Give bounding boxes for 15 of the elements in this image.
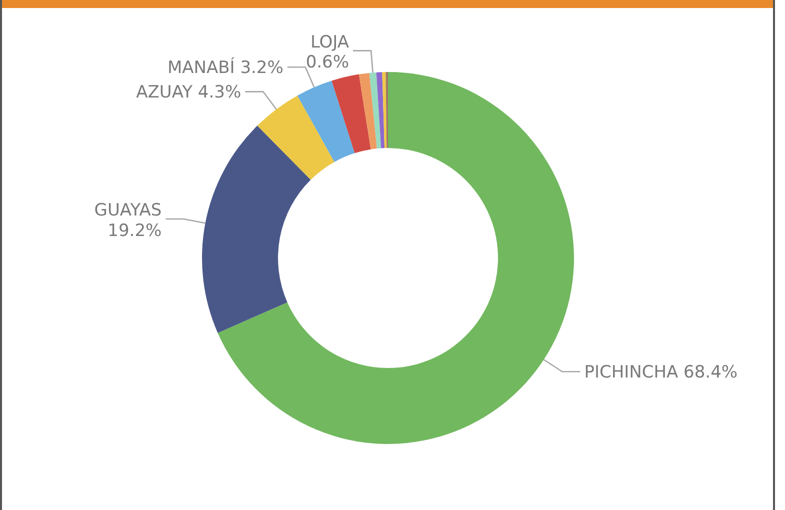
donut-slice xyxy=(358,72,377,150)
donut-slice xyxy=(202,126,311,333)
donut-slice xyxy=(332,74,371,154)
donut-slice xyxy=(369,72,382,149)
slice-label: GUAYAS xyxy=(94,200,162,221)
data-label: 19.2% xyxy=(108,221,162,242)
data-label: 0.6% xyxy=(306,52,350,73)
slice-label: LOJA xyxy=(310,32,350,52)
donut-slice xyxy=(382,72,387,148)
donut-slice xyxy=(257,96,334,180)
donut-slice xyxy=(376,72,385,148)
slice-label: PICHINCHA 68.4% xyxy=(584,362,738,383)
donut-slice xyxy=(297,80,355,162)
slice-label: AZUAY 4.3% xyxy=(136,82,242,103)
slice-label: MANABÍ 3.2% xyxy=(167,57,284,78)
